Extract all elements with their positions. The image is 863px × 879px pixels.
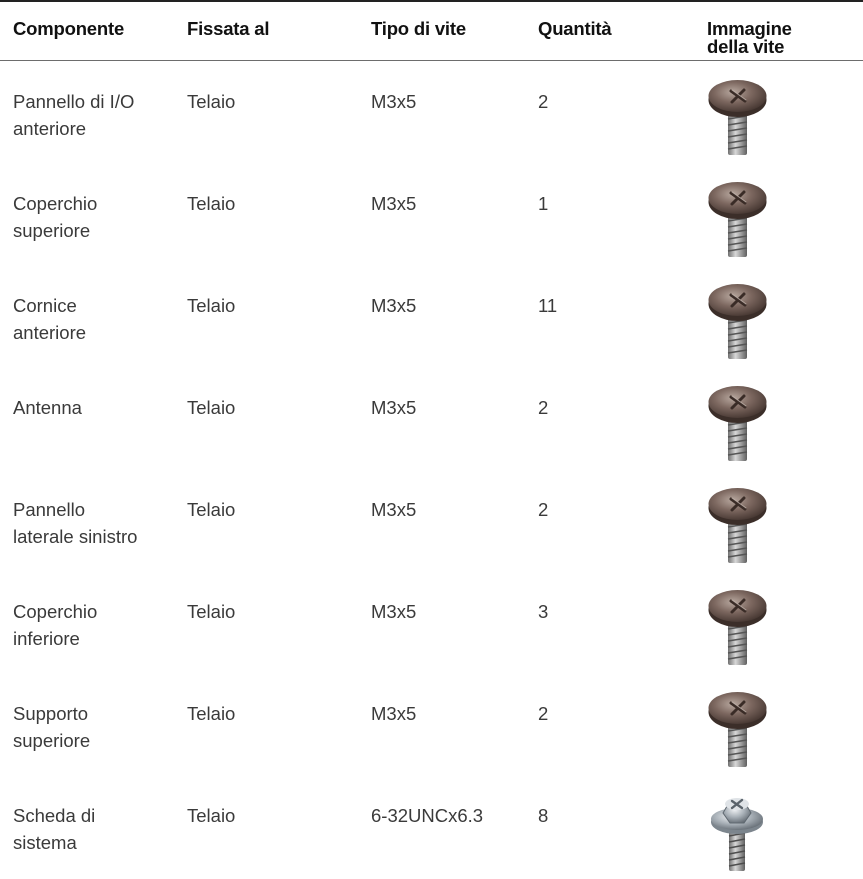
component-line1: Pannello	[13, 499, 86, 520]
component-line1: Antenna	[13, 397, 82, 418]
component-line1: Coperchio	[13, 601, 98, 622]
cell-quantity: 1	[538, 193, 549, 214]
cell-fixed-to: Telaio	[187, 805, 236, 826]
cell-quantity: 3	[538, 601, 549, 622]
cell-quantity: 8	[538, 805, 549, 826]
cell-screw-type: M3x5	[371, 703, 417, 724]
cell-fixed-to: Telaio	[187, 703, 236, 724]
cell-screw-type: M3x5	[371, 91, 417, 112]
table-row: Cornice anteriore Telaio M3x5 11	[0, 265, 863, 367]
table-row: Antenna Telaio M3x5 2	[0, 367, 863, 469]
table-row: Scheda di sistema Telaio 6-32UNCx6.3 8	[0, 775, 863, 879]
component-line2: superiore	[13, 220, 91, 241]
cell-component: Antenna	[13, 394, 183, 421]
brown-phillips-screw-icon	[707, 384, 768, 463]
component-line2: sistema	[13, 832, 77, 853]
brown-phillips-screw-icon	[707, 690, 768, 769]
component-line1: Cornice	[13, 295, 77, 316]
cell-screw-type: M3x5	[371, 397, 417, 418]
cell-screw-type: 6-32UNCx6.3	[371, 805, 484, 826]
component-line1: Supporto	[13, 703, 89, 724]
component-line1: Pannello di I/O	[13, 91, 135, 112]
component-line1: Scheda di	[13, 805, 96, 826]
brown-phillips-screw-icon	[707, 180, 768, 259]
cell-component: Coperchio superiore	[13, 190, 183, 244]
brown-phillips-screw-icon	[707, 588, 768, 667]
cell-screw-type: M3x5	[371, 601, 417, 622]
component-line2: laterale sinistro	[13, 526, 138, 547]
brown-phillips-screw-icon	[707, 282, 768, 361]
header-screw-type: Tipo di vite	[371, 18, 466, 39]
component-line2: inferiore	[13, 628, 80, 649]
cell-screw-type: M3x5	[371, 193, 417, 214]
cell-component: Cornice anteriore	[13, 292, 183, 346]
cell-fixed-to: Telaio	[187, 91, 236, 112]
cell-component: Coperchio inferiore	[13, 598, 183, 652]
cell-quantity: 2	[538, 703, 549, 724]
cell-quantity: 11	[538, 295, 558, 316]
cell-fixed-to: Telaio	[187, 397, 236, 418]
table-row: Coperchio superiore Telaio M3x5 1	[0, 163, 863, 265]
brown-phillips-screw-icon	[707, 486, 768, 565]
cell-component: Supporto superiore	[13, 700, 183, 754]
cell-fixed-to: Telaio	[187, 193, 236, 214]
cell-component: Pannello laterale sinistro	[13, 496, 183, 550]
silver-hex-washer-screw-icon	[709, 796, 765, 873]
table-row: Supporto superiore Telaio M3x5 2	[0, 673, 863, 775]
component-line1: Coperchio	[13, 193, 98, 214]
table-header: Componente Fissata al Tipo di vite Quant…	[0, 2, 863, 61]
header-screw-image: Immagine della vite	[707, 18, 857, 57]
table-row: Pannello di I/O anteriore Telaio M3x5 2	[0, 61, 863, 163]
header-fixed-to: Fissata al	[187, 18, 270, 39]
component-line2: superiore	[13, 730, 91, 751]
cell-fixed-to: Telaio	[187, 295, 236, 316]
cell-fixed-to: Telaio	[187, 601, 236, 622]
cell-quantity: 2	[538, 397, 549, 418]
header-component: Componente	[13, 18, 125, 39]
cell-fixed-to: Telaio	[187, 499, 236, 520]
component-line2: anteriore	[13, 118, 87, 139]
cell-component: Pannello di I/O anteriore	[13, 88, 183, 142]
header-quantity: Quantità	[538, 18, 612, 39]
table-row: Pannello laterale sinistro Telaio M3x5 2	[0, 469, 863, 571]
component-line2: anteriore	[13, 322, 87, 343]
cell-quantity: 2	[538, 91, 549, 112]
cell-component: Scheda di sistema	[13, 802, 183, 856]
header-screw-image-line2: della vite	[707, 36, 785, 57]
header-screw-image-line1: Immagine	[707, 18, 792, 39]
brown-phillips-screw-icon	[707, 78, 768, 157]
cell-screw-type: M3x5	[371, 295, 417, 316]
cell-screw-type: M3x5	[371, 499, 417, 520]
table-row: Coperchio inferiore Telaio M3x5 3	[0, 571, 863, 673]
cell-quantity: 2	[538, 499, 549, 520]
